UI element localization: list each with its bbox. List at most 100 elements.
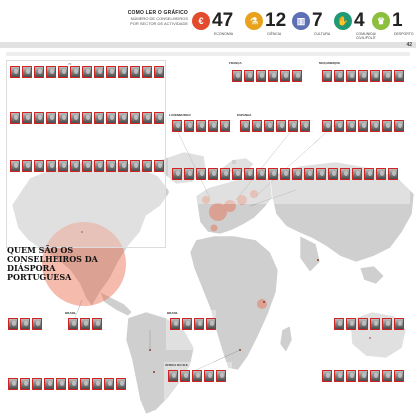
- panel-group-2: FRANÇA: [228, 60, 316, 112]
- portrait-photo: [180, 370, 190, 382]
- portrait-photo: [22, 160, 32, 172]
- portrait-photo: [46, 112, 56, 124]
- portrait-photo: [208, 120, 218, 132]
- portrait-photo: [10, 160, 20, 172]
- portrait-photo: [184, 120, 194, 132]
- portrait-photo: [382, 318, 392, 330]
- portrait-photo: [94, 112, 104, 124]
- portrait-photo: [394, 318, 404, 330]
- portrait-photo: [68, 318, 78, 330]
- stat-comunidade: ✋ 4 COMUNIDA/ CIVIL/POLÍT.: [334, 11, 376, 40]
- portrait-photo: [280, 168, 290, 180]
- portrait-photo: [70, 66, 80, 78]
- panel-title: ÁFRICA DO SUL: [165, 363, 189, 367]
- portrait-photo: [58, 160, 68, 172]
- portrait-photo: [304, 168, 314, 180]
- portrait-photo: [358, 370, 368, 382]
- portrait-photo: [256, 70, 266, 82]
- panel-title: BRASIL: [167, 311, 179, 315]
- portrait-photo: [322, 120, 332, 132]
- portrait-photo: [154, 66, 164, 78]
- portrait-photo: [130, 66, 140, 78]
- panel-group-1: [6, 60, 166, 248]
- legend-description: NÚMERO DE CONSELHEIROS POR SECTOR DE ACT…: [130, 16, 188, 26]
- subsection-bar: 70: [6, 52, 410, 66]
- stat-label: COMUNIDA/ CIVIL/POLÍT.: [356, 32, 377, 40]
- stat-label: CIÊNCIA: [267, 32, 282, 36]
- stat-economia: € 47 ECONOMIA: [192, 11, 233, 36]
- portrait-photo: [34, 112, 44, 124]
- panel-group-10: BRASIL: [166, 310, 216, 350]
- portrait-photo: [118, 66, 128, 78]
- portrait-photo: [168, 370, 178, 382]
- portrait-photo: [244, 168, 254, 180]
- portrait-photo: [388, 168, 398, 180]
- portrait-photo: [376, 168, 386, 180]
- portrait-photo: [92, 318, 102, 330]
- portrait-photo: [232, 70, 242, 82]
- handshake-icon: ✋: [334, 12, 352, 30]
- portrait-photo: [316, 168, 326, 180]
- portrait-photo: [358, 318, 368, 330]
- portrait-photo: [142, 66, 152, 78]
- portrait-photo: [8, 378, 18, 390]
- portrait-photo: [252, 120, 262, 132]
- portrait-photo: [382, 120, 392, 132]
- page-number: 42: [406, 42, 412, 48]
- portrait-photo: [182, 318, 192, 330]
- portrait-photo: [22, 112, 32, 124]
- portrait-photo: [20, 378, 30, 390]
- portrait-photo: [264, 120, 274, 132]
- legend-intro: COMO LER O GRÁFICO NÚMERO DE CONSELHEIRO…: [122, 10, 188, 27]
- portrait-photo: [382, 70, 392, 82]
- flask-icon: ⚗: [245, 12, 263, 30]
- portrait-photo: [44, 378, 54, 390]
- portrait-photo: [130, 160, 140, 172]
- portrait-photo: [352, 168, 362, 180]
- portrait-photo: [382, 370, 392, 382]
- portrait-photo: [206, 318, 216, 330]
- portrait-photo: [220, 120, 230, 132]
- portrait-photo: [68, 378, 78, 390]
- panel-group-14: [318, 362, 410, 406]
- portrait-photo: [32, 318, 42, 330]
- stat-label: DESPORTO: [394, 32, 414, 36]
- panel-group-3: MOÇAMBIQUE: [318, 60, 410, 112]
- portrait-photo: [268, 168, 278, 180]
- portrait-photo: [104, 378, 114, 390]
- panel-title: BRASIL: [65, 311, 77, 315]
- portrait-photo: [10, 66, 20, 78]
- portrait-photo: [92, 378, 102, 390]
- portrait-photo: [196, 168, 206, 180]
- portrait-photo: [172, 120, 182, 132]
- portrait-photo: [268, 70, 278, 82]
- portrait-photo: [256, 168, 266, 180]
- portrait-photo: [292, 70, 302, 82]
- portrait-photo: [194, 318, 204, 330]
- portrait-photo: [184, 168, 194, 180]
- portrait-photo: [346, 318, 356, 330]
- portrait-photo: [394, 70, 404, 82]
- portrait-photo: [334, 318, 344, 330]
- portrait-photo: [154, 160, 164, 172]
- stat-label: CULTURA: [314, 32, 331, 36]
- portrait-photo: [10, 112, 20, 124]
- portrait-photo: [280, 70, 290, 82]
- portrait-photo: [22, 66, 32, 78]
- portrait-photo: [58, 66, 68, 78]
- portrait-photo: [116, 378, 126, 390]
- stat-label: ECONOMIA: [214, 32, 234, 36]
- trophy-icon: ♛: [372, 12, 390, 30]
- portrait-photo: [142, 160, 152, 172]
- portrait-photo: [82, 66, 92, 78]
- portrait-photo: [154, 112, 164, 124]
- portrait-photo: [334, 120, 344, 132]
- portrait-photo: [370, 120, 380, 132]
- portrait-photo: [220, 168, 230, 180]
- portrait-photo: [370, 318, 380, 330]
- legend-heading: COMO LER O GRÁFICO: [127, 10, 188, 16]
- portrait-photo: [370, 70, 380, 82]
- portrait-photo: [172, 168, 182, 180]
- portrait-photo: [346, 70, 356, 82]
- portrait-photo: [80, 378, 90, 390]
